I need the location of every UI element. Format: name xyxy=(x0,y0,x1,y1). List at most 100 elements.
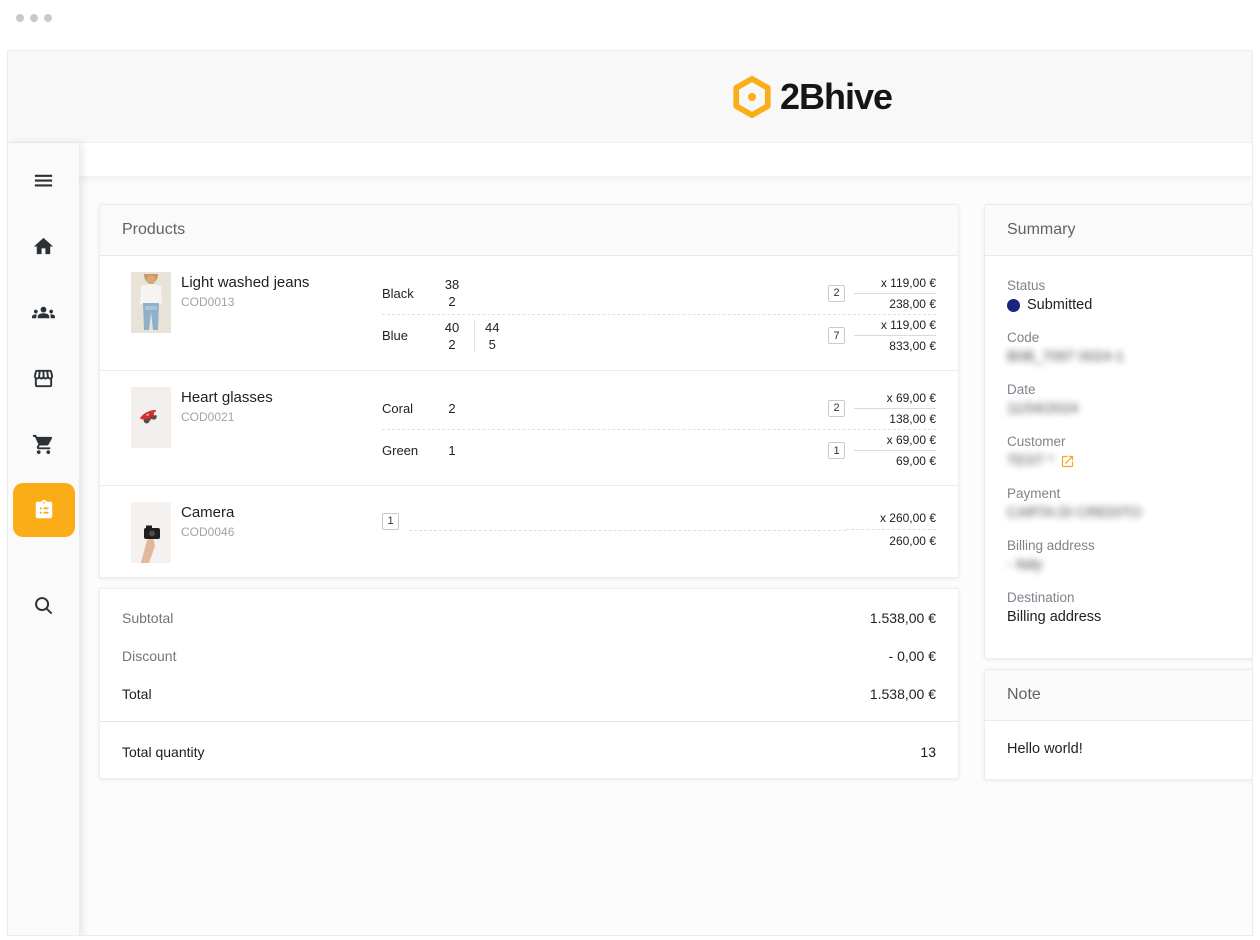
total-value: 1.538,00 € xyxy=(869,686,936,702)
variant-size: 40 xyxy=(444,319,460,335)
product-row: Heart glasses COD0021 Coral 2 xyxy=(100,370,958,485)
variant-color: Green xyxy=(382,443,419,458)
summary-card-title: Summary xyxy=(985,205,1252,256)
subtotal-label: Subtotal xyxy=(122,610,174,626)
variant-color: Black xyxy=(382,285,414,301)
line-total: 138,00 € xyxy=(889,411,936,426)
products-card: Products xyxy=(99,204,959,578)
line-quantity-badge: 2 xyxy=(828,284,845,302)
line-quantity-badge: 1 xyxy=(828,442,845,459)
variant-line: 1 x 260,00 € 260,00 € xyxy=(382,511,936,555)
status-field: Status Submitted xyxy=(1007,278,1252,313)
variant-color: Coral xyxy=(382,400,414,416)
billing-address-label: Billing address xyxy=(1007,538,1095,553)
product-code: COD0046 xyxy=(181,525,235,539)
summary-card: Summary Status Submitted xyxy=(984,204,1252,659)
product-image-glasses xyxy=(131,387,171,448)
line-quantity-badge: 7 xyxy=(828,327,845,344)
product-name: Light washed jeans xyxy=(181,274,310,291)
window-dot xyxy=(16,14,24,22)
unit-price: x 260,00 € xyxy=(846,511,936,530)
window-dot xyxy=(44,14,52,22)
line-quantity-badge: 2 xyxy=(828,399,845,417)
sidebar xyxy=(8,143,79,935)
billing-address-field: Billing address - Italy xyxy=(1007,538,1252,573)
product-name: Heart glasses xyxy=(181,389,273,406)
customer-label: Customer xyxy=(1007,434,1066,449)
cart-icon[interactable] xyxy=(32,432,56,456)
products-card-title: Products xyxy=(100,205,958,256)
status-label: Status xyxy=(1007,278,1046,293)
variant-line: Blue 40 2 44 5 xyxy=(382,314,936,356)
payment-value: CARTA DI CREDITO xyxy=(1007,505,1142,521)
status-dot-icon xyxy=(1007,298,1020,312)
line-total: 69,00 € xyxy=(895,454,936,468)
app-window: 2Bhive xyxy=(7,50,1253,936)
hexagon-logo-icon xyxy=(733,75,771,119)
payment-field: Payment CARTA DI CREDITO xyxy=(1007,486,1252,521)
product-code: COD0021 xyxy=(181,410,235,424)
note-body: Hello world! xyxy=(1007,741,1083,757)
destination-label: Destination xyxy=(1007,590,1075,605)
open-customer-link-icon[interactable] xyxy=(1060,454,1075,469)
unit-price: x 69,00 € xyxy=(854,433,936,451)
discount-row: Discount - 0,00 € xyxy=(100,637,958,675)
customer-field: Customer TEST * xyxy=(1007,434,1252,469)
date-value: 11/04/2024 xyxy=(1007,401,1079,417)
total-quantity-row: Total quantity 13 xyxy=(100,730,958,766)
billing-address-value: - Italy xyxy=(1007,557,1043,573)
variant-size: 44 xyxy=(485,319,500,335)
note-card: Note Hello world! xyxy=(984,669,1252,780)
discount-label: Discount xyxy=(122,648,177,664)
variant-line: Black 38 2 2 xyxy=(382,272,936,314)
variant-qty: 2 xyxy=(448,294,456,309)
subtotal-value: 1.538,00 € xyxy=(869,610,936,626)
brand-name: 2Bhive xyxy=(780,76,893,117)
variant-line: Coral 2 2 x 69,00 € 138,00 € xyxy=(382,387,936,429)
variant-size: 38 xyxy=(444,277,460,292)
status-value: Submitted xyxy=(1027,297,1093,313)
unit-price: x 119,00 € xyxy=(854,276,936,294)
code-label: Code xyxy=(1007,330,1040,345)
totals-card: Subtotal 1.538,00 € Discount - 0,00 € To… xyxy=(99,588,959,779)
menu-icon[interactable] xyxy=(32,168,56,192)
product-row: Light washed jeans COD0013 Black xyxy=(100,256,958,370)
code-field: Code B0B_7097 0024-1 xyxy=(1007,330,1252,365)
variant-line: Green 1 1 x 69,00 € 69,00 € xyxy=(382,429,936,471)
dashed-leader xyxy=(409,529,846,531)
customer-value: TEST * xyxy=(1007,453,1054,469)
unit-price: x 119,00 € xyxy=(854,318,936,336)
line-total: 238,00 € xyxy=(889,296,936,311)
total-quantity-label: Total quantity xyxy=(122,744,205,760)
date-label: Date xyxy=(1007,382,1036,397)
product-image-camera xyxy=(131,502,171,563)
destination-value: Billing address xyxy=(1007,609,1102,625)
search-icon[interactable] xyxy=(32,593,56,617)
destination-field: Destination Billing address xyxy=(1007,590,1252,625)
payment-label: Payment xyxy=(1007,486,1061,501)
variant-qty: 1 xyxy=(448,443,456,458)
toolbar-strip xyxy=(79,143,1252,176)
home-icon[interactable] xyxy=(32,234,56,258)
store-icon[interactable] xyxy=(32,366,56,390)
note-card-title: Note xyxy=(985,670,1252,721)
orders-icon-active[interactable] xyxy=(12,483,75,537)
total-quantity-value: 13 xyxy=(920,744,936,760)
line-quantity-badge: 1 xyxy=(382,512,399,530)
app-header: 2Bhive xyxy=(8,51,1252,143)
line-total: 833,00 € xyxy=(889,339,936,353)
unit-price: x 69,00 € xyxy=(854,391,936,409)
discount-value: - 0,00 € xyxy=(888,648,936,664)
total-label: Total xyxy=(122,686,152,702)
totals-divider xyxy=(100,721,958,722)
product-code: COD0013 xyxy=(181,295,235,309)
total-row: Total 1.538,00 € xyxy=(100,675,958,713)
product-image-jeans xyxy=(131,272,171,333)
date-field: Date 11/04/2024 xyxy=(1007,382,1252,417)
product-name: Camera xyxy=(181,504,235,521)
customers-icon[interactable] xyxy=(32,300,56,324)
window-dot xyxy=(30,14,38,22)
code-value: B0B_7097 0024-1 xyxy=(1007,349,1124,365)
brand-logo: 2Bhive xyxy=(730,75,893,119)
